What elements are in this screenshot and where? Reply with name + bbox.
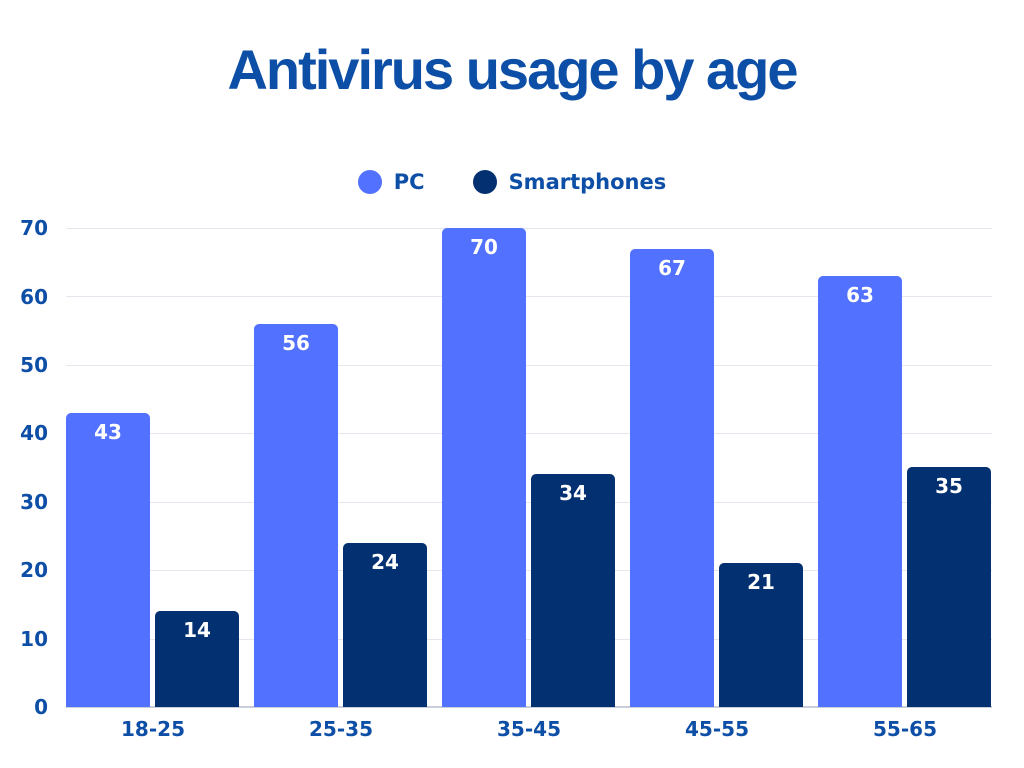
gridline — [66, 296, 992, 297]
bar-pc[interactable]: 63 — [818, 276, 902, 707]
chart-legend: PC Smartphones — [0, 168, 1024, 196]
x-tick-label: 55-65 — [873, 717, 937, 741]
bar-value-label: 43 — [94, 420, 122, 444]
bar-value-label: 63 — [846, 283, 874, 307]
x-tick-label: 18-25 — [121, 717, 185, 741]
bar-group-45-55: 67 21 — [630, 228, 808, 707]
bar-value-label: 34 — [559, 481, 587, 505]
x-tick-label: 45-55 — [685, 717, 749, 741]
bar-pc[interactable]: 56 — [254, 324, 338, 707]
bar-smartphones[interactable]: 34 — [531, 474, 615, 707]
bar-value-label: 70 — [470, 235, 498, 259]
y-tick-label: 30 — [20, 490, 48, 514]
legend-item-pc[interactable]: PC — [357, 168, 425, 196]
bar-value-label: 24 — [371, 550, 399, 574]
y-tick-label: 60 — [20, 285, 48, 309]
y-tick-label: 70 — [20, 216, 48, 240]
plot-area: 43 14 56 24 70 34 67 21 63 — [66, 228, 992, 708]
gridline — [66, 365, 992, 366]
y-tick-label: 10 — [20, 627, 48, 651]
x-tick-label: 25-35 — [309, 717, 373, 741]
bar-group-25-35: 56 24 — [254, 228, 432, 707]
bar-smartphones[interactable]: 35 — [907, 467, 991, 707]
bar-value-label: 21 — [747, 570, 775, 594]
gridline — [66, 228, 992, 229]
legend-label: Smartphones — [508, 170, 667, 194]
bar-pc[interactable]: 67 — [630, 249, 714, 707]
bar-group-18-25: 43 14 — [66, 228, 244, 707]
bar-value-label: 56 — [282, 331, 310, 355]
bar-value-label: 35 — [935, 474, 963, 498]
bar-smartphones[interactable]: 14 — [155, 611, 239, 707]
y-tick-label: 40 — [20, 421, 48, 445]
bar-group-35-45: 70 34 — [442, 228, 620, 707]
gridline — [66, 570, 992, 571]
gridline — [66, 639, 992, 640]
gridline — [66, 502, 992, 503]
y-tick-label: 20 — [20, 558, 48, 582]
x-tick-label: 35-45 — [497, 717, 561, 741]
y-tick-label: 50 — [20, 353, 48, 377]
gridline — [66, 433, 992, 434]
legend-label: PC — [393, 170, 425, 194]
legend-item-smartphones[interactable]: Smartphones — [472, 168, 667, 196]
bar-smartphones[interactable]: 24 — [343, 543, 427, 707]
bar-value-label: 14 — [183, 618, 211, 642]
y-tick-label: 0 — [34, 695, 48, 719]
bar-value-label: 67 — [658, 256, 686, 280]
legend-pc-dot-icon — [357, 170, 382, 194]
legend-smartphones-dot-icon — [472, 170, 497, 194]
bar-group-55-65: 63 35 — [818, 228, 996, 707]
bar-pc[interactable]: 43 — [66, 413, 150, 707]
chart-title: Antivirus usage by age — [227, 38, 798, 101]
x-axis-line — [66, 706, 992, 708]
bar-pc[interactable]: 70 — [442, 228, 526, 707]
bar-smartphones[interactable]: 21 — [719, 563, 803, 707]
